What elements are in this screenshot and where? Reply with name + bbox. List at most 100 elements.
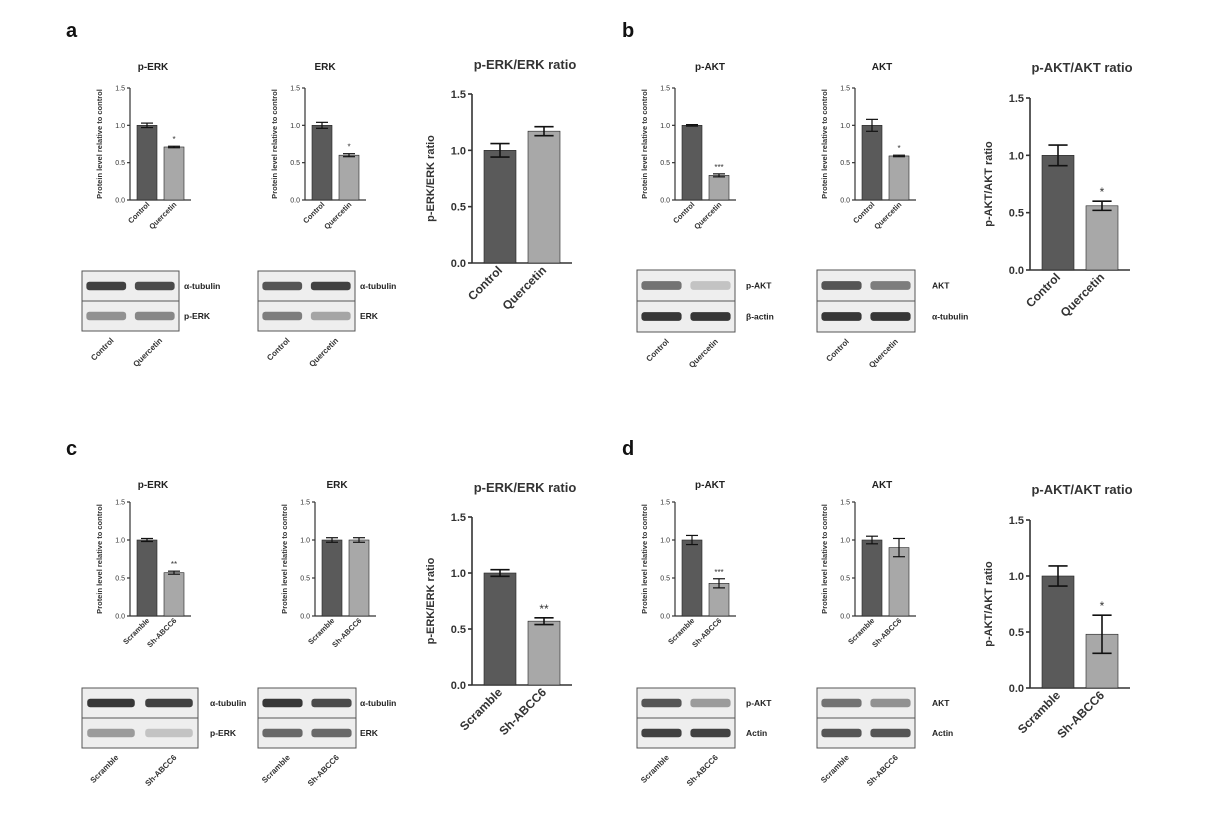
bar-control	[483, 150, 517, 264]
y-tick-label: 0.0	[1009, 683, 1024, 695]
bar-quercetin	[1085, 205, 1119, 271]
blot-band	[310, 281, 351, 291]
chart-title: p-ERK	[138, 480, 169, 491]
blot-lane-label: Sh-ABCC6	[685, 753, 720, 788]
y-tick-label: 1.5	[1009, 93, 1024, 105]
chart-title: p-AKT	[695, 62, 725, 73]
bar-quercetin	[527, 130, 561, 264]
western-blot-b-blot1: p-AKT β-actin Control Quercetin	[636, 269, 774, 370]
x-category-label: Quercetin	[1058, 270, 1108, 320]
y-tick-label: 0.5	[115, 576, 125, 583]
blot-band	[262, 311, 303, 321]
blot-band	[821, 728, 862, 738]
bar-chart-d-ratio: p-AKT/AKT ratio 0.0 0.5 1.0 1.5 p-AKT/AKT rat…	[983, 482, 1133, 741]
significance-marker: *	[1100, 599, 1105, 613]
y-tick-label: 1.0	[451, 568, 466, 580]
blot-band	[690, 698, 731, 708]
y-tick-label: 1.0	[1009, 150, 1024, 162]
bar-chart-a-ratio: p-ERK/ERK ratio 0.0 0.5 1.0 1.5 p-ERK/ERK rat…	[425, 57, 576, 313]
bar-scramble	[136, 539, 158, 617]
y-tick-label: 0.0	[1009, 265, 1024, 277]
y-tick-label: 1.5	[451, 89, 466, 101]
y-tick-label: 1.0	[1009, 571, 1024, 583]
bar-sh-abcc6	[163, 572, 185, 617]
y-tick-label: 0.0	[840, 614, 850, 621]
western-blot-a-blot2: α-tubulin ERK Control Quercetin	[257, 270, 396, 369]
bar-chart-a-perk: p-ERK 0.0 0.5 1.0 1.5 Protein level relative …	[95, 62, 191, 231]
western-blot-c-blot1: α-tubulin p-ERK Scramble Sh-ABCC6	[81, 687, 246, 788]
blot-band	[262, 281, 303, 291]
blot-band	[87, 728, 135, 738]
y-tick-label: 1.5	[660, 86, 670, 93]
western-blot-d-blot1: p-AKT Actin Scramble Sh-ABCC6	[636, 687, 772, 788]
x-category-label: Control	[126, 200, 151, 225]
bar-chart-d-akt: AKT 0.0 0.5 1.0 1.5 Protein level relative to…	[820, 480, 916, 649]
y-tick-label: 1.5	[451, 512, 466, 524]
y-tick-label: 0.0	[300, 614, 310, 621]
bar-sh-abcc6	[348, 539, 370, 617]
y-tick-label: 1.5	[1009, 515, 1024, 527]
blot-band	[87, 698, 135, 708]
blot-band	[821, 698, 862, 708]
y-tick-label: 0.0	[660, 198, 670, 205]
y-tick-label: 1.5	[660, 500, 670, 507]
blot-row-label: ERK	[360, 728, 379, 738]
blot-band	[311, 698, 352, 708]
bar-quercetin	[888, 155, 910, 201]
y-tick-label: 1.5	[840, 86, 850, 93]
panel-letter-a: a	[66, 20, 78, 42]
x-category-label: Control	[851, 200, 876, 225]
significance-marker: *	[897, 144, 900, 153]
bar-chart-c-perk: p-ERK 0.0 0.5 1.0 1.5 Protein level relative …	[95, 480, 191, 649]
y-tick-label: 0.5	[660, 576, 670, 583]
y-axis-label: Protein level relative to control	[95, 504, 104, 614]
y-tick-label: 1.5	[115, 500, 125, 507]
y-tick-label: 1.5	[290, 86, 300, 93]
x-category-label: Sh-ABCC6	[330, 616, 363, 649]
blot-band	[134, 311, 175, 321]
blot-row-label: ERK	[360, 311, 379, 321]
x-category-label: Sh-ABCC6	[496, 685, 549, 738]
blot-band	[262, 728, 303, 738]
y-axis-label: Protein level relative to control	[820, 89, 829, 199]
y-axis-label: p-ERK/ERK ratio	[425, 557, 437, 644]
chart-title: p-AKT/AKT ratio	[1031, 60, 1132, 75]
x-category-label: Quercetin	[872, 200, 903, 231]
y-tick-label: 1.5	[300, 500, 310, 507]
significance-marker: **	[539, 602, 549, 616]
blot-band	[821, 281, 862, 290]
y-axis-label: Protein level relative to control	[640, 89, 649, 199]
x-category-label: Sh-ABCC6	[145, 616, 178, 649]
blot-lane-label: Quercetin	[307, 336, 340, 369]
blot-row-label: β-actin	[746, 312, 774, 322]
y-tick-label: 1.0	[840, 538, 850, 545]
blot-row-label: α-tubulin	[184, 281, 220, 291]
western-blot-b-blot2: AKT α-tubulin Control Quercetin	[816, 269, 968, 370]
chart-title: ERK	[326, 480, 348, 491]
blot-row-label: AKT	[932, 281, 950, 291]
blot-band	[641, 728, 682, 738]
blot-lane-label: Scramble	[819, 753, 851, 785]
bar-control	[136, 125, 158, 201]
bar-quercetin	[338, 154, 360, 201]
x-category-label: Control	[465, 263, 505, 303]
blot-row-label: α-tubulin	[210, 698, 246, 708]
significance-marker: *	[347, 143, 350, 152]
blot-band	[262, 698, 303, 708]
significance-marker: **	[171, 560, 177, 569]
bar-scramble	[861, 539, 883, 617]
chart-title: AKT	[872, 480, 893, 491]
blot-band	[870, 698, 911, 708]
y-tick-label: 1.0	[451, 145, 466, 157]
y-tick-label: 0.5	[451, 624, 466, 636]
blot-row-label: α-tubulin	[360, 698, 396, 708]
blot-band	[870, 728, 911, 738]
blot-lane-label: Quercetin	[687, 337, 720, 370]
blot-band	[821, 312, 862, 321]
bar-scramble	[681, 539, 703, 617]
blot-lane-label: Control	[644, 337, 670, 363]
blot-row-label: p-ERK	[184, 311, 211, 321]
significance-marker: ***	[714, 163, 723, 172]
y-tick-label: 0.0	[840, 198, 850, 205]
bar-sh-abcc6	[888, 547, 910, 617]
